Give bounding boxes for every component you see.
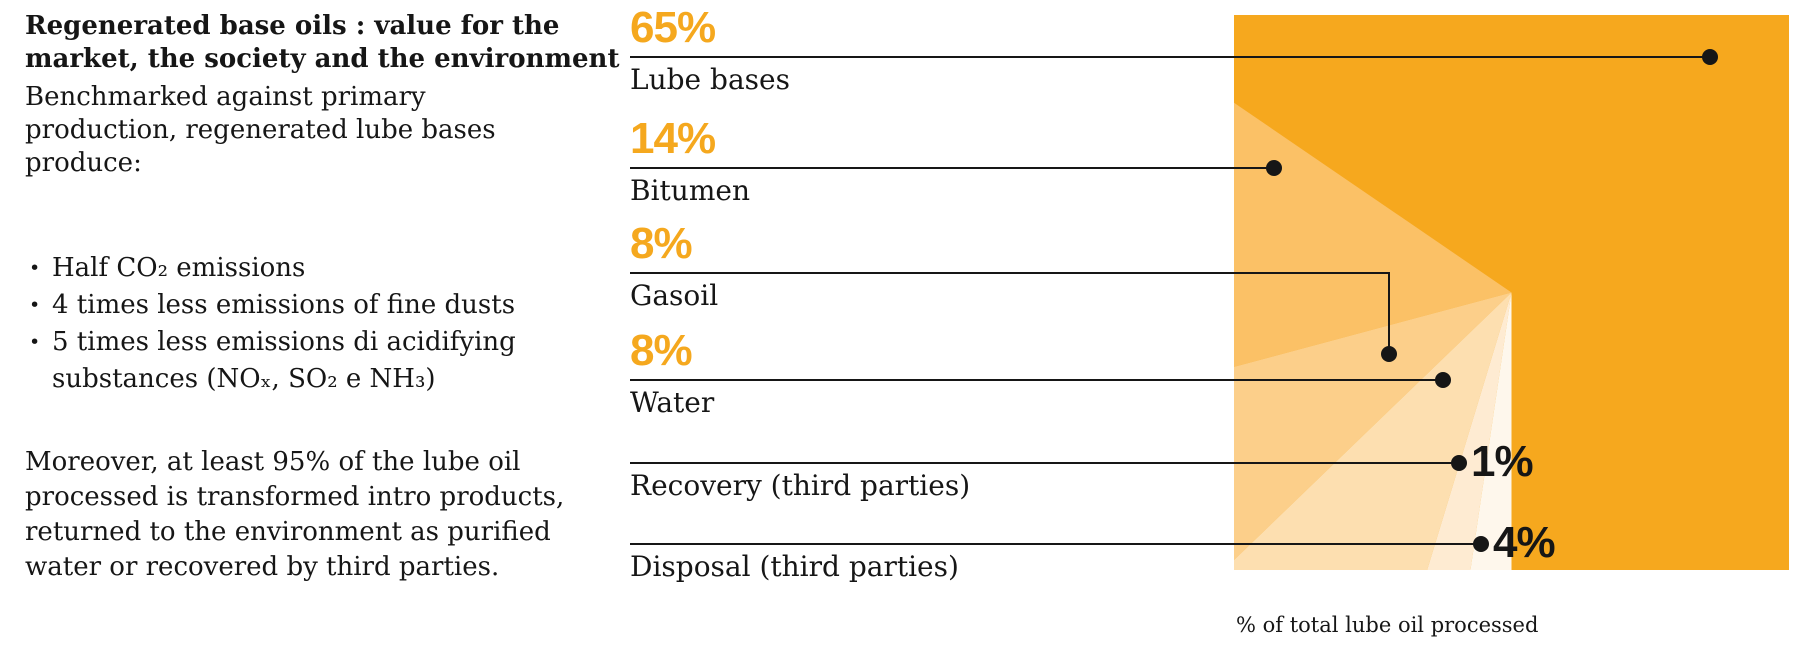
outro-paragraph-line: Moreover, at least 95% of the lube oil [25, 447, 521, 477]
leader-dot [1451, 455, 1467, 471]
chart-unit-caption: % of total lube oil processed [1236, 613, 1539, 637]
outro-paragraph-line: water or recovered by third parties. [25, 552, 500, 582]
leader-dot [1702, 49, 1718, 65]
list-item-text: 4 times less emissions of fine dusts [52, 290, 516, 320]
bullet-icon: • [29, 331, 41, 353]
page-title-line: market, the society and the environment [25, 44, 620, 74]
segment-label: Gasoil [630, 279, 719, 312]
page-title: Regenerated base oils : value for the ma… [25, 10, 620, 76]
leader-line [630, 56, 1711, 58]
intro-paragraph-line: Benchmarked against primary [25, 82, 426, 112]
leader-line [630, 462, 1460, 464]
outro-paragraph: Moreover, at least 95% of the lube oil p… [25, 445, 585, 585]
list-item: • 5 times less emissions di acidifying s… [25, 324, 557, 398]
leader-line [630, 379, 1444, 381]
leader-line [630, 272, 1390, 274]
fan-chart-square [1234, 15, 1789, 570]
segment-value: 8% [630, 326, 693, 375]
intro-paragraph-line: produce: [25, 148, 142, 178]
segment-value: 8% [630, 219, 693, 268]
wedge-disposal [1470, 292, 1512, 570]
segment-label: Disposal (third parties) [630, 550, 959, 583]
leader-dot [1473, 536, 1489, 552]
segment-label: Water [630, 386, 715, 419]
leader-line-vertical [1388, 273, 1390, 354]
leader-dot [1381, 346, 1397, 362]
list-item-text: 5 times less emissions di acidifying sub… [52, 327, 516, 394]
list-item: • 4 times less emissions of fine dusts [25, 287, 557, 324]
intro-paragraph: Benchmarked against primary production, … [25, 81, 585, 180]
leader-line [630, 167, 1275, 169]
leader-dot [1266, 160, 1282, 176]
page-title-line: Regenerated base oils : value for the [25, 11, 560, 41]
outro-paragraph-line: processed is transformed intro products, [25, 482, 565, 512]
wedge-bitumen [1234, 102, 1512, 367]
outro-paragraph-line: returned to the environment as purified [25, 517, 551, 547]
segment-value: 65% [630, 3, 716, 52]
segment-label: Bitumen [630, 174, 750, 207]
wedge-water [1234, 292, 1512, 570]
intro-paragraph-line: production, regenerated lube bases [25, 115, 496, 145]
leader-dot [1435, 372, 1451, 388]
intro-panel: Regenerated base oils : value for the ma… [25, 10, 620, 585]
segment-label: Recovery (third parties) [630, 469, 971, 502]
list-item-text: Half CO₂ emissions [52, 253, 306, 283]
segment-label: Lube bases [630, 63, 790, 96]
bullet-icon: • [29, 294, 41, 316]
segment-value: 1% [1471, 437, 1534, 486]
bullet-icon: • [29, 257, 41, 279]
list-item: • Half CO₂ emissions [25, 250, 557, 287]
segment-value: 4% [1493, 518, 1556, 567]
benefits-list: • Half CO₂ emissions • 4 times less emis… [25, 250, 585, 398]
segment-value: 14% [630, 114, 716, 163]
leader-line [630, 543, 1482, 545]
